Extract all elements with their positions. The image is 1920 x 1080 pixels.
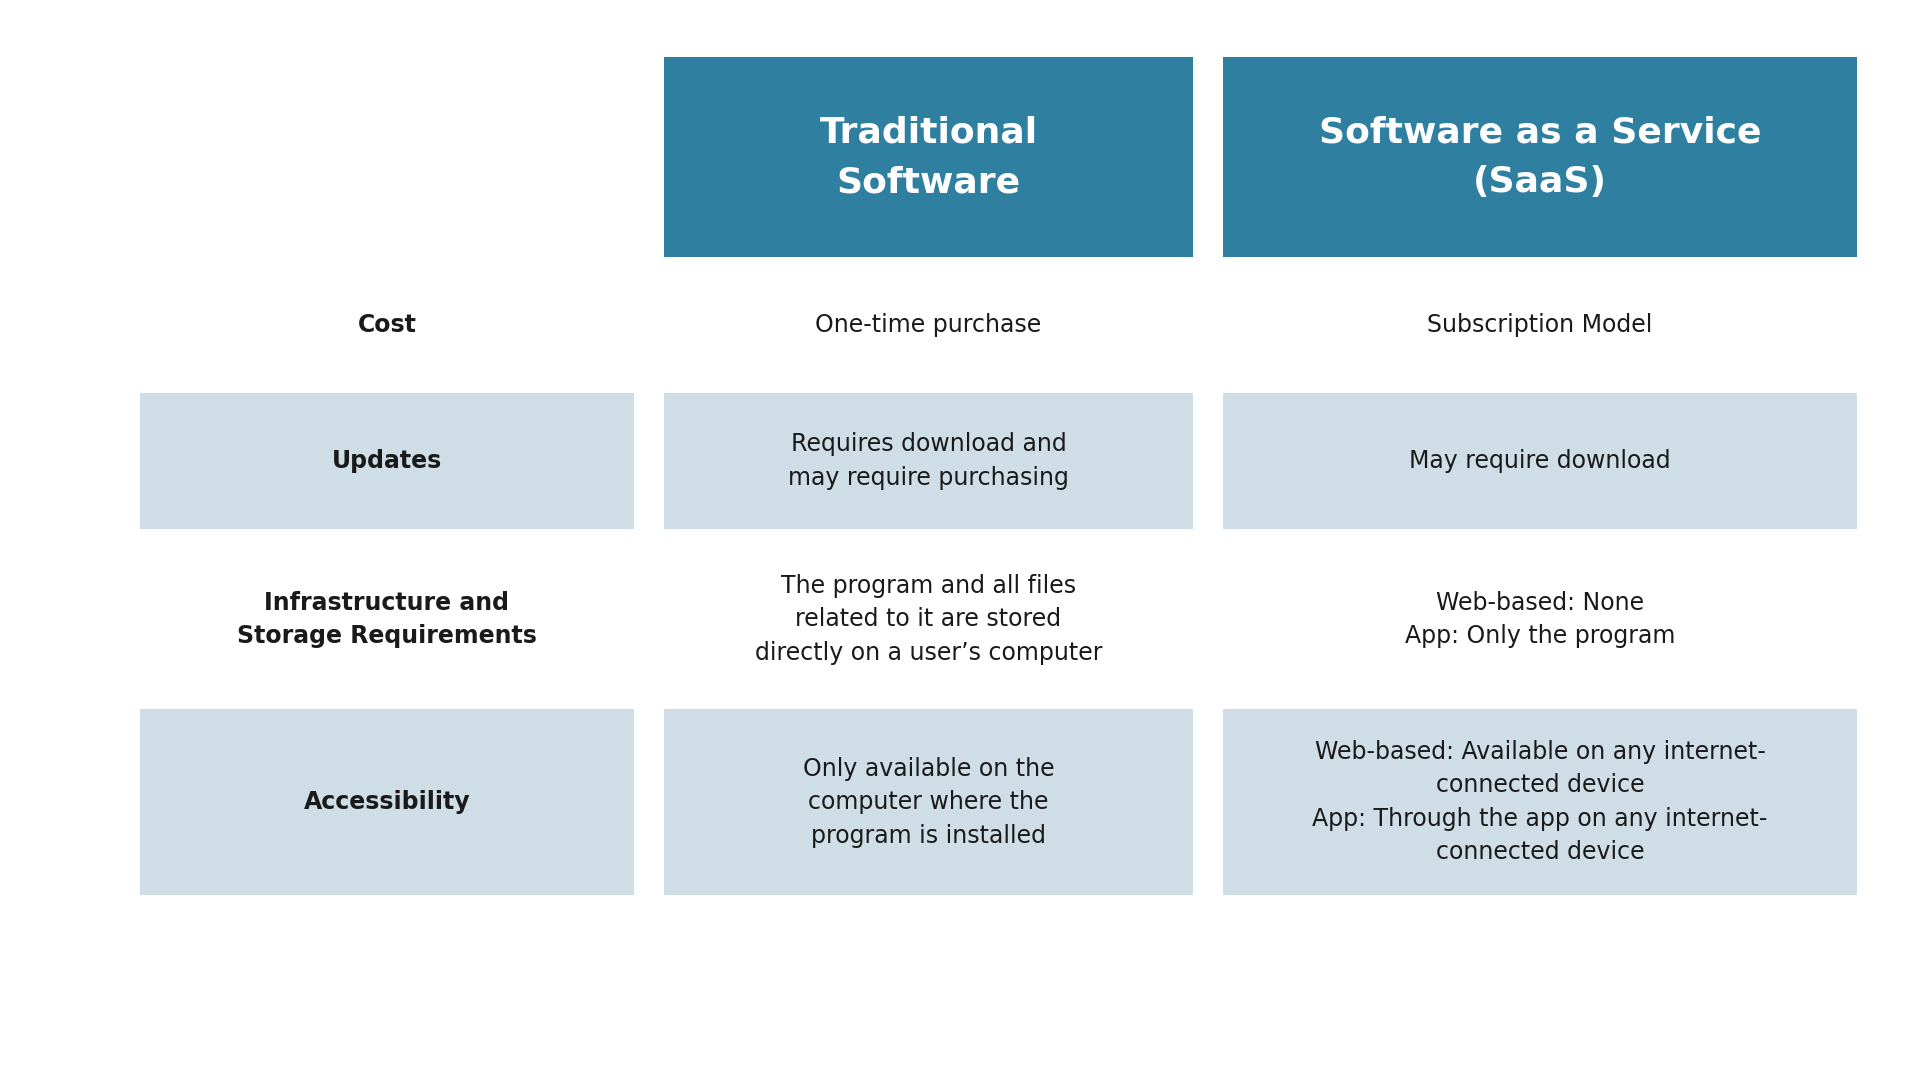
Text: One-time purchase: One-time purchase (816, 313, 1043, 337)
FancyBboxPatch shape (1223, 710, 1857, 894)
FancyBboxPatch shape (664, 274, 1192, 376)
FancyBboxPatch shape (664, 393, 1192, 529)
FancyBboxPatch shape (1223, 274, 1857, 376)
FancyBboxPatch shape (140, 274, 634, 376)
Text: Software as a Service
(SaaS): Software as a Service (SaaS) (1319, 116, 1761, 200)
Text: Subscription Model: Subscription Model (1427, 313, 1653, 337)
Text: Web-based: None
App: Only the program: Web-based: None App: Only the program (1405, 591, 1676, 648)
FancyBboxPatch shape (1223, 57, 1857, 257)
FancyBboxPatch shape (1223, 546, 1857, 692)
Text: Requires download and
may require purchasing: Requires download and may require purcha… (787, 432, 1069, 490)
FancyBboxPatch shape (664, 710, 1192, 894)
Text: Web-based: Available on any internet-
connected device
App: Through the app on a: Web-based: Available on any internet- co… (1313, 740, 1768, 864)
Text: Traditional
Software: Traditional Software (820, 116, 1037, 200)
Text: Cost: Cost (357, 313, 417, 337)
FancyBboxPatch shape (1223, 393, 1857, 529)
Text: Only available on the
computer where the
program is installed: Only available on the computer where the… (803, 757, 1054, 848)
FancyBboxPatch shape (140, 710, 634, 894)
FancyBboxPatch shape (664, 546, 1192, 692)
Text: May require download: May require download (1409, 449, 1670, 473)
Text: Updates: Updates (332, 449, 442, 473)
FancyBboxPatch shape (140, 546, 634, 692)
Text: The program and all files
related to it are stored
directly on a user’s computer: The program and all files related to it … (755, 573, 1102, 665)
FancyBboxPatch shape (664, 57, 1192, 257)
Text: Infrastructure and
Storage Requirements: Infrastructure and Storage Requirements (236, 591, 538, 648)
Text: Accessibility: Accessibility (303, 791, 470, 814)
FancyBboxPatch shape (140, 393, 634, 529)
